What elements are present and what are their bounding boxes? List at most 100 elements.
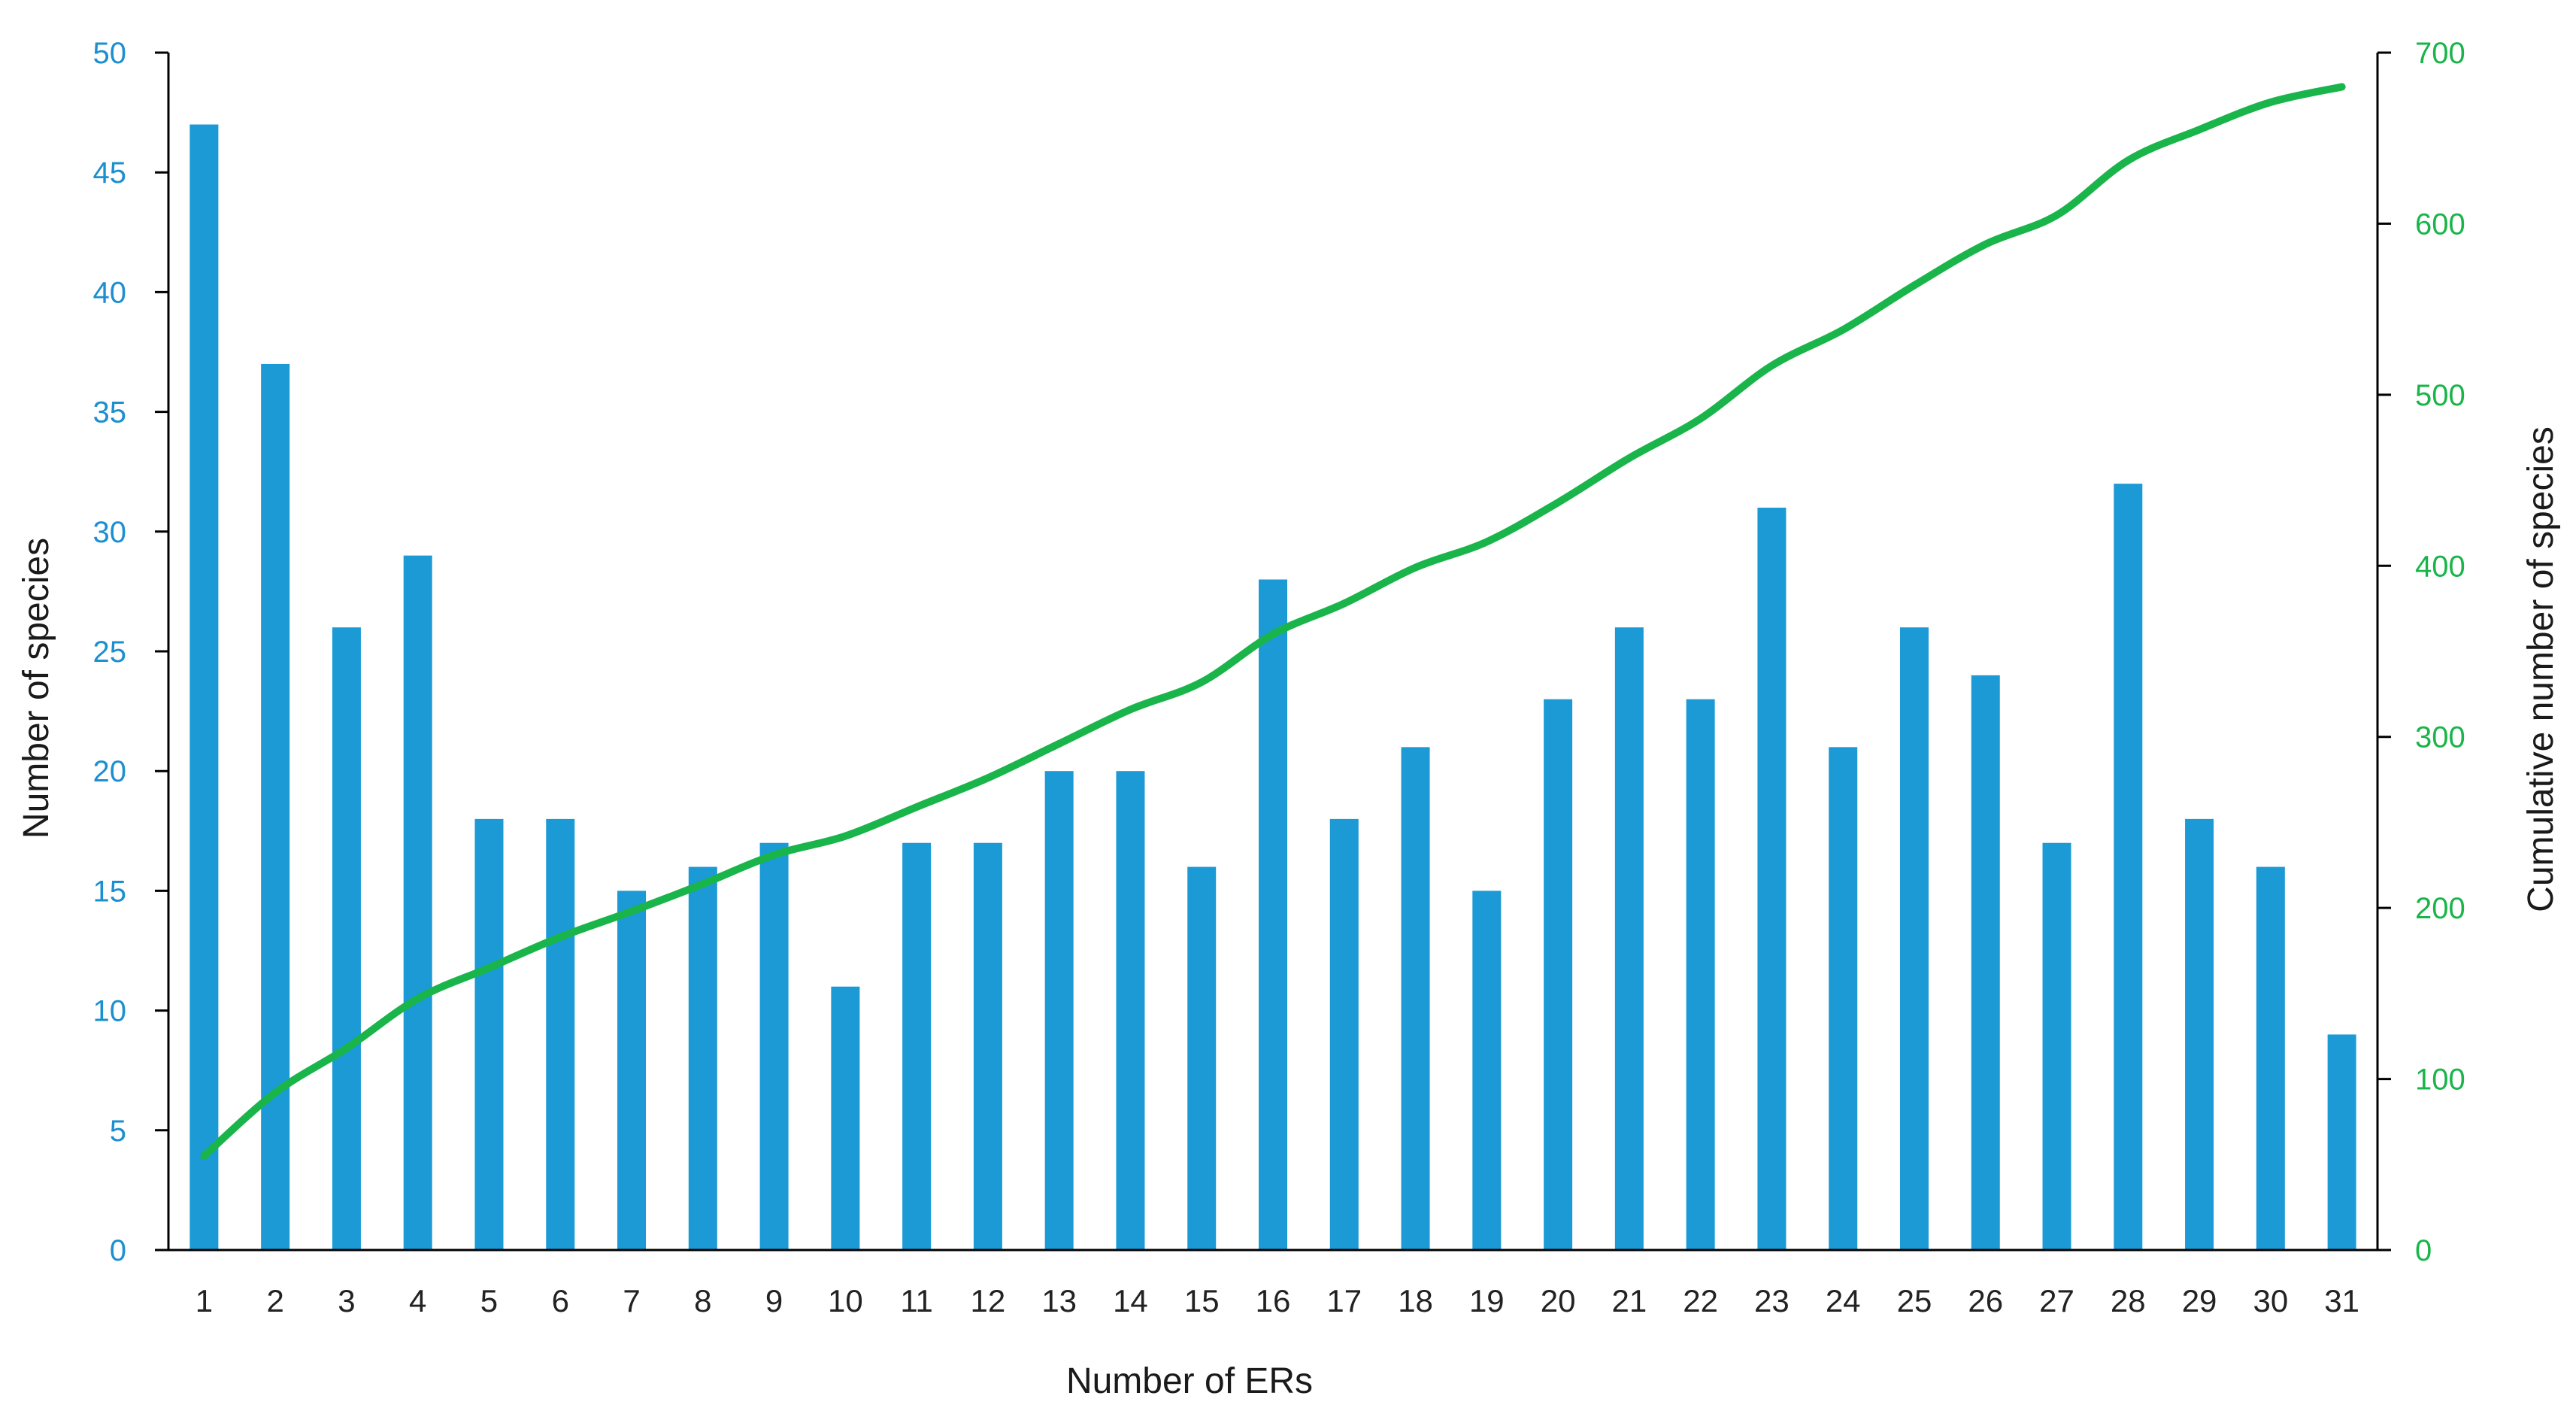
line-point-21 [1629,457,1630,459]
x-tick-label: 6 [552,1283,569,1318]
bar-29 [2185,818,2214,1250]
line-point-13 [1059,743,1060,745]
x-tick-label: 22 [1683,1283,1718,1318]
y2-axis-title: Cumulative number of species [2521,426,2561,912]
bar-9 [759,842,789,1250]
line-point-22 [1700,418,1702,420]
x-tick-label: 9 [765,1283,783,1318]
bar-11 [902,842,932,1250]
bar-17 [1329,818,1359,1250]
bar-31 [2327,1034,2356,1250]
y-tick-label: 15 [93,875,127,908]
x-tick-label: 18 [1398,1283,1433,1318]
x-tick-label: 19 [1469,1283,1505,1318]
y2-tick-label: 0 [2415,1234,2432,1267]
line-point-17 [1344,602,1345,604]
line-series [200,83,2346,1160]
bar-1 [189,124,219,1250]
line-point-29 [2199,129,2200,130]
x-tick-label: 2 [266,1283,283,1318]
x-tick-label: 26 [1968,1283,2003,1318]
x-tick-label: 21 [1612,1283,1647,1318]
x-tick-label: 24 [1826,1283,1861,1318]
x-tick-label: 13 [1041,1283,1077,1318]
y-axis-title: Number of species [17,538,56,839]
bar-13 [1044,771,1074,1250]
line-point-30 [2270,102,2271,103]
y2-tick-label: 100 [2415,1063,2465,1097]
line-point-12 [987,777,989,778]
y2-tick-label: 400 [2415,550,2465,583]
bar-23 [1757,507,1787,1250]
bar-16 [1259,579,1287,1250]
bar-8 [688,866,717,1250]
bar-14 [1116,771,1145,1250]
line-point-20 [1557,502,1559,503]
tick-labels: 0510152025303540455001002003004005006007… [93,37,2465,1318]
y-tick-label: 40 [93,276,127,309]
bar-5 [474,818,504,1250]
bar-30 [2256,866,2285,1250]
bar-24 [1829,747,1858,1250]
x-tick-label: 23 [1754,1283,1790,1318]
bar-28 [2114,484,2143,1250]
line-point-9 [774,854,775,856]
x-tick-label: 28 [2111,1283,2146,1318]
bar-2 [261,363,290,1250]
x-tick-label: 17 [1326,1283,1362,1318]
line-point-3 [346,1048,347,1049]
bar-22 [1686,699,1715,1250]
line-point-23 [1771,365,1772,366]
x-tick-label: 4 [409,1283,426,1318]
line-point-24 [1842,329,1844,330]
y2-tick-label: 600 [2415,208,2465,241]
bar-18 [1401,747,1430,1250]
line-point-10 [844,836,846,837]
line-point-2 [274,1092,276,1094]
axes [155,51,2391,1252]
bar-20 [1544,699,1573,1250]
line-point-8 [702,883,704,884]
x-tick-label: 3 [338,1283,355,1318]
line-point-28 [2127,159,2129,161]
bar-15 [1187,866,1217,1250]
y2-tick-label: 500 [2415,379,2465,412]
y-tick-label: 5 [110,1115,126,1148]
line-point-31 [2341,86,2343,87]
x-axis-title: Number of ERs [1066,1361,1313,1401]
line-point-11 [916,806,917,808]
x-tick-label: 15 [1184,1283,1220,1318]
x-tick-label: 10 [828,1283,863,1318]
line-point-19 [1486,541,1487,542]
bar-4 [403,555,432,1250]
y-tick-label: 0 [110,1234,126,1267]
line-point-16 [1272,633,1274,635]
x-tick-label: 14 [1113,1283,1148,1318]
x-tick-label: 11 [900,1283,933,1318]
x-tick-label: 7 [623,1283,640,1318]
line-point-18 [1415,567,1417,569]
line-point-25 [1914,284,1915,286]
x-tick-label: 31 [2324,1283,2359,1318]
bar-7 [617,891,647,1250]
bar-6 [546,818,575,1250]
y-tick-label: 30 [93,516,127,549]
bar-19 [1472,891,1502,1250]
bar-25 [1899,627,1929,1250]
y-tick-label: 10 [93,995,127,1028]
line-point-27 [2056,214,2058,216]
bar-12 [973,842,1002,1250]
bar-series [189,124,2356,1250]
y2-tick-label: 700 [2415,37,2465,70]
y-tick-label: 50 [93,37,127,70]
y-tick-label: 45 [93,156,127,190]
line-point-4 [417,998,419,1000]
line-point-26 [1985,244,1987,245]
bar-3 [332,627,361,1250]
x-tick-label: 5 [480,1283,498,1318]
line-point-5 [488,967,489,969]
bar-21 [1614,627,1644,1250]
y2-tick-label: 300 [2415,721,2465,754]
x-tick-label: 25 [1897,1283,1932,1318]
